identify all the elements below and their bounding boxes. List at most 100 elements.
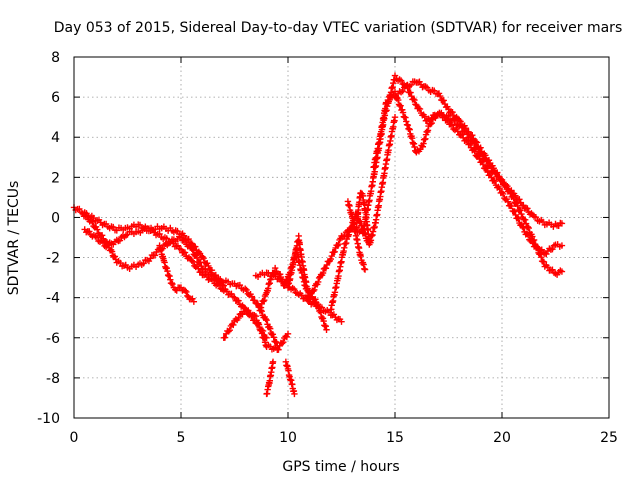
data-point-marker xyxy=(475,153,482,160)
data-point-marker xyxy=(471,148,478,155)
data-point-marker xyxy=(516,196,523,203)
data-point-marker xyxy=(260,296,268,304)
data-point-marker xyxy=(361,265,368,273)
data-point-marker xyxy=(549,245,556,253)
y-tick-label: 6 xyxy=(51,90,60,106)
data-point-marker xyxy=(281,282,288,289)
data-point-marker xyxy=(514,214,521,222)
data-point-marker xyxy=(412,101,419,108)
data-point-marker xyxy=(488,174,495,181)
satellite-track-12 xyxy=(370,88,566,258)
y-tick-label: -8 xyxy=(46,371,60,387)
data-point-marker xyxy=(280,338,287,346)
data-point-marker xyxy=(321,322,328,329)
data-point-marker xyxy=(402,114,409,121)
data-point-marker xyxy=(322,265,330,272)
data-point-marker xyxy=(307,294,314,301)
data-point-marker xyxy=(479,161,487,168)
data-point-marker xyxy=(328,252,335,260)
data-point-marker xyxy=(257,304,265,311)
data-point-marker xyxy=(164,267,171,275)
satellite-track-4 xyxy=(156,242,198,305)
data-point-marker xyxy=(391,72,399,79)
data-point-marker xyxy=(310,287,317,295)
data-point-marker xyxy=(360,261,367,268)
data-point-marker xyxy=(205,262,212,270)
y-tick-label: -10 xyxy=(37,411,60,427)
data-point-marker xyxy=(269,358,277,366)
satellite-track-8 xyxy=(284,232,313,305)
grid xyxy=(74,57,609,418)
data-point-marker xyxy=(221,334,229,341)
data-point-marker xyxy=(454,128,461,135)
data-point-marker xyxy=(263,316,270,324)
satellite-track-11 xyxy=(306,72,566,301)
data-point-marker xyxy=(399,88,406,95)
data-point-marker xyxy=(277,273,285,281)
data-point-marker xyxy=(258,307,265,315)
data-point-marker xyxy=(314,300,322,308)
data-point-marker xyxy=(290,285,298,293)
x-tick-label: 15 xyxy=(386,430,404,446)
data-point-marker xyxy=(147,255,154,262)
data-point-marker xyxy=(298,292,305,299)
satellite-track-10 xyxy=(263,358,277,398)
data-point-marker xyxy=(197,269,205,276)
x-axis-label: GPS time / hours xyxy=(282,459,399,475)
data-point-marker xyxy=(270,334,277,341)
data-point-marker xyxy=(393,94,400,101)
data-point-marker xyxy=(483,165,490,172)
data-point-marker xyxy=(161,259,168,266)
satellite-track-16 xyxy=(353,189,373,245)
data-point-marker xyxy=(448,122,456,129)
data-point-marker xyxy=(416,105,424,113)
data-point-marker xyxy=(76,205,83,213)
data-point-marker xyxy=(384,96,392,104)
data-point-marker xyxy=(291,390,298,398)
data-point-marker xyxy=(507,189,514,197)
data-point-marker xyxy=(357,252,364,260)
data-point-marker xyxy=(252,312,260,320)
data-point-marker xyxy=(558,268,566,275)
data-point-marker xyxy=(508,202,515,210)
data-point-marker xyxy=(525,224,532,232)
data-point-marker xyxy=(236,281,244,289)
data-point-marker xyxy=(314,278,322,286)
y-tick-label: 8 xyxy=(51,50,60,66)
x-tick-label: 10 xyxy=(279,430,297,446)
data-point-marker xyxy=(544,264,552,271)
satellite-track-5 xyxy=(220,307,292,353)
data-point-marker xyxy=(260,298,267,305)
data-point-marker xyxy=(472,138,480,145)
data-point-marker xyxy=(510,194,517,202)
data-point-marker xyxy=(550,242,558,249)
data-point-marker xyxy=(271,264,279,272)
data-point-marker xyxy=(192,243,199,250)
data-point-marker xyxy=(440,97,447,104)
data-point-marker xyxy=(327,255,334,263)
data-point-marker xyxy=(522,220,530,227)
data-point-marker xyxy=(96,238,104,245)
x-tick-label: 5 xyxy=(177,430,186,446)
data-point-marker xyxy=(447,121,454,128)
axis-ticks: 0 5 10 15 20 25 -10 -8 -6 -4 -2 0 2 4 6 8 xyxy=(37,50,618,446)
data-point-marker xyxy=(473,139,481,146)
data-point-marker xyxy=(335,240,342,248)
data-points xyxy=(70,72,566,398)
data-point-marker xyxy=(242,285,249,292)
data-point-marker xyxy=(190,298,198,305)
data-point-marker xyxy=(225,328,232,335)
data-point-marker xyxy=(261,335,268,342)
data-point-marker xyxy=(530,237,537,245)
data-point-marker xyxy=(338,318,345,325)
data-point-marker xyxy=(361,266,369,273)
data-point-marker xyxy=(358,222,365,229)
data-point-marker xyxy=(366,238,373,245)
chart-title: Day 053 of 2015, Sidereal Day-to-day VTE… xyxy=(54,20,622,36)
data-point-marker xyxy=(322,322,330,330)
data-point-marker xyxy=(477,144,484,151)
data-point-marker xyxy=(208,267,216,274)
data-point-marker xyxy=(361,229,368,237)
data-point-marker xyxy=(200,254,207,262)
data-point-marker xyxy=(183,288,190,296)
